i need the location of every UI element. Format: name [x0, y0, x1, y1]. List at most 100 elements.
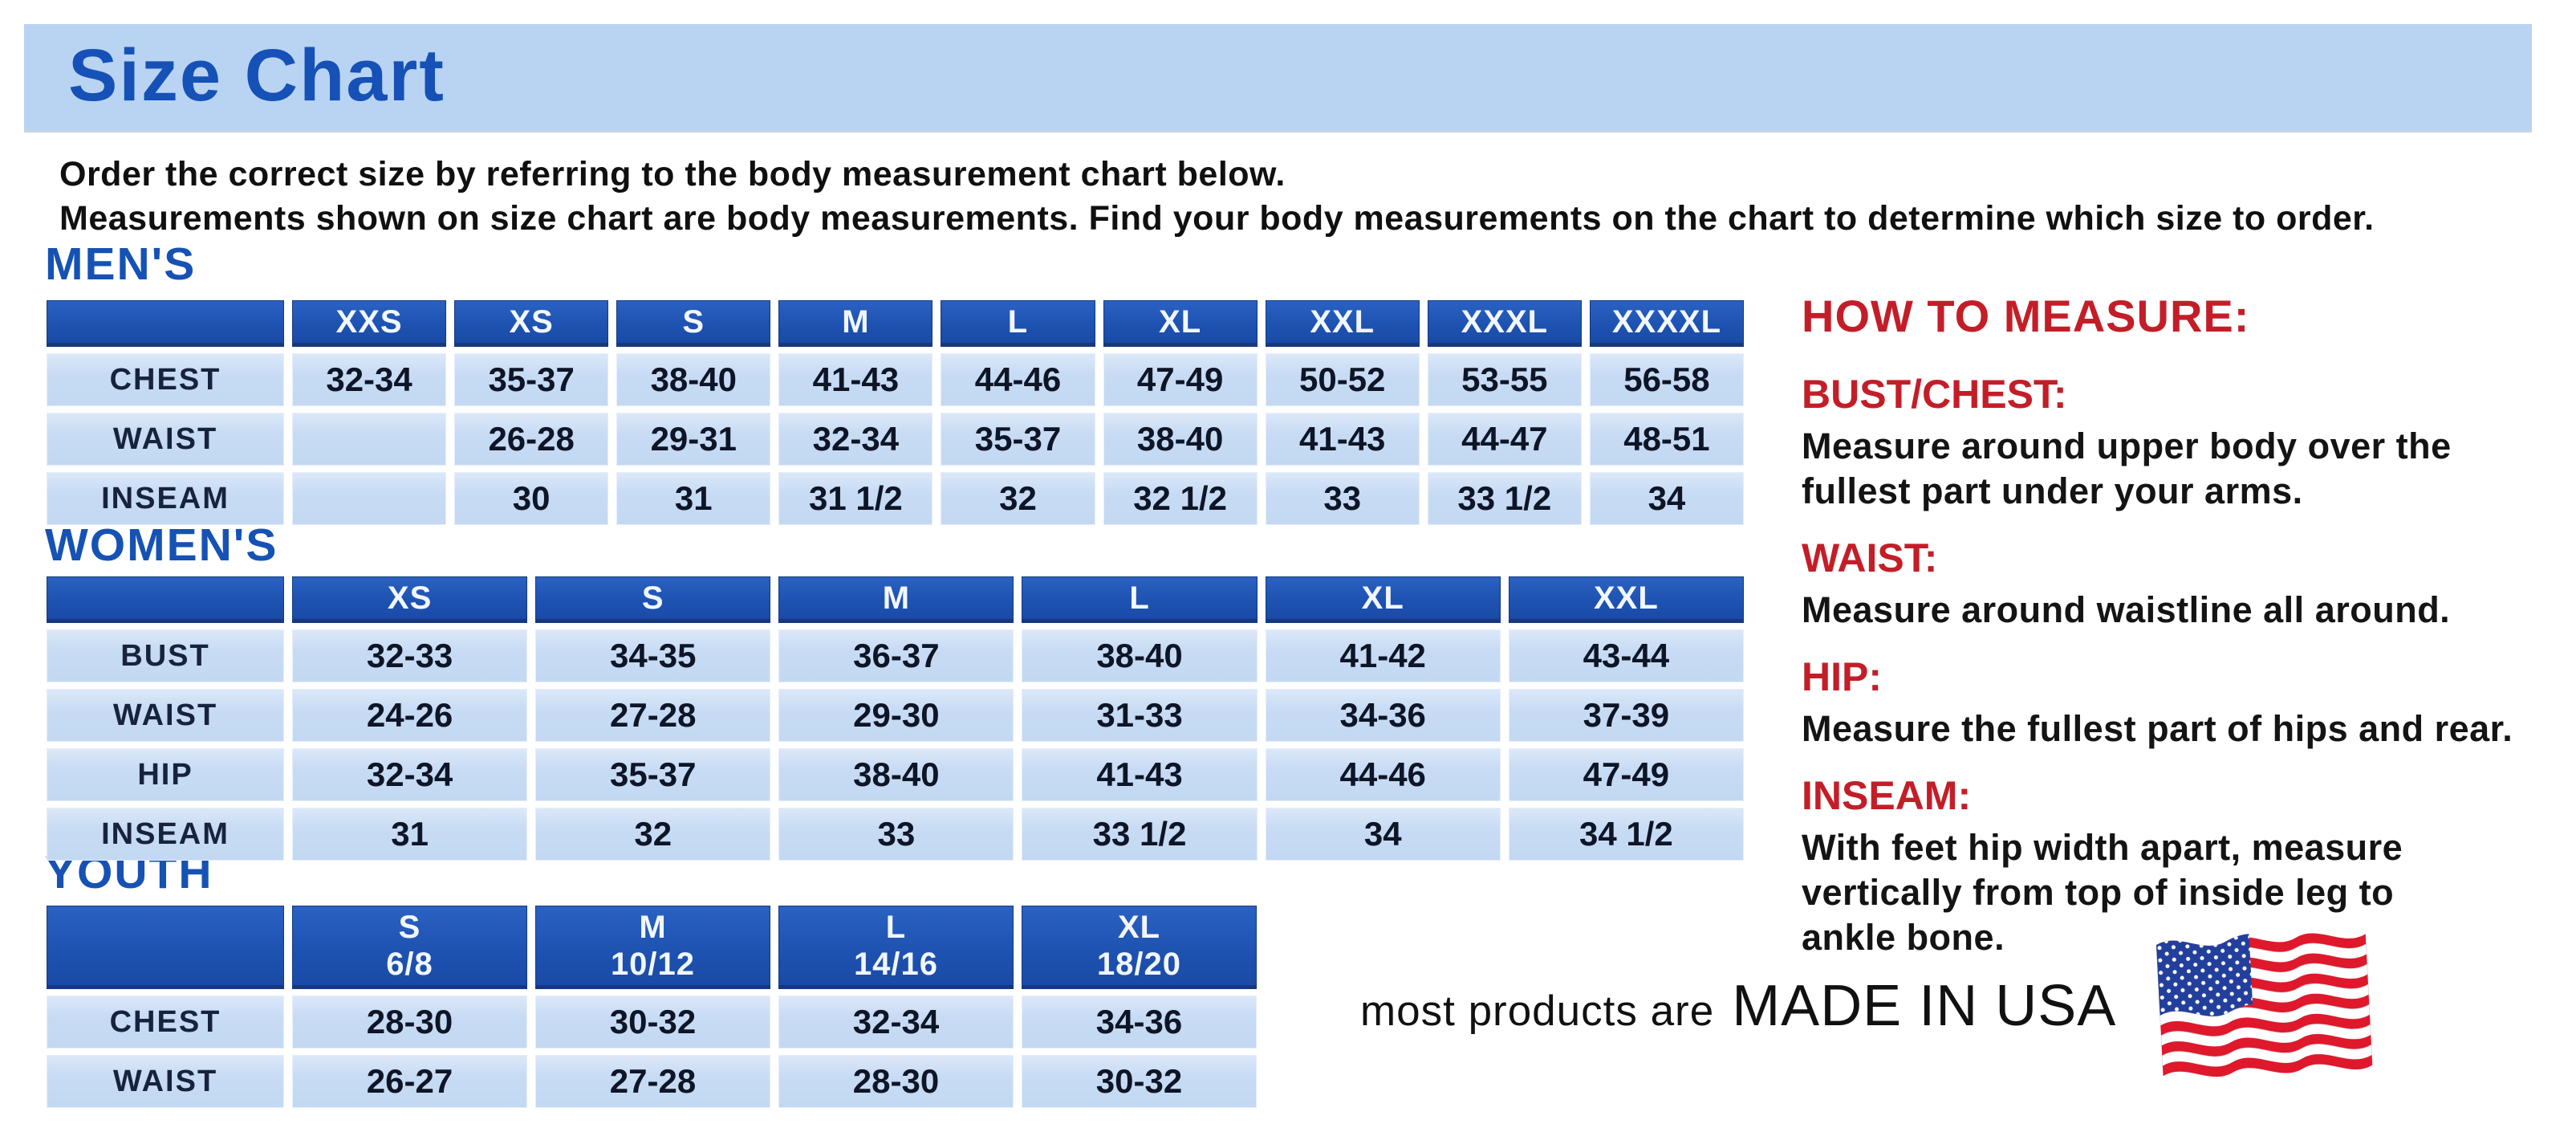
measure-text-hip: Measure the fullest part of hips and rea… — [1802, 708, 2513, 749]
mens-cell — [292, 472, 447, 525]
mens-cell: 26-28 — [454, 413, 609, 466]
womens-col-header-2: S — [535, 576, 771, 623]
youth-cell: 34-36 — [1022, 996, 1257, 1049]
womens-cell: 36-37 — [778, 629, 1014, 682]
youth-cell: 28-30 — [778, 1055, 1014, 1108]
mens-heading: MEN'S — [45, 238, 197, 290]
youth-cell: 27-28 — [535, 1055, 770, 1108]
mens-cell: 30 — [454, 472, 609, 525]
youth-cell: 30-32 — [535, 996, 770, 1049]
youth-col-header-2: M 10/12 — [535, 906, 770, 989]
mens-col-header-2: XS — [454, 300, 609, 347]
mens-cell: 44-47 — [1427, 413, 1582, 466]
intro-text: Order the correct size by referring to t… — [59, 153, 2375, 241]
mens-row-chest: CHEST 32-34 35-37 38-40 41-43 44-46 47-49 50-52… — [47, 353, 1744, 406]
womens-cell: 47-49 — [1508, 748, 1744, 801]
mens-col-header-4: M — [778, 300, 933, 347]
womens-cell: 34-35 — [535, 629, 771, 682]
youth-header-row: S 6/8 M 10/12 L 14/16 XL 18/20 — [47, 906, 1257, 989]
mens-row-inseam: INSEAM 30 31 31 1/2 32 32 1/2 33 33 1/2 34 — [47, 472, 1744, 525]
womens-cell: 27-28 — [535, 689, 771, 742]
womens-row-label: HIP — [47, 748, 284, 801]
womens-row-label: INSEAM — [47, 808, 284, 861]
youth-row-waist: WAIST 26-27 27-28 28-30 30-32 — [47, 1055, 1257, 1108]
womens-cell: 32 — [535, 808, 771, 861]
mens-cell: 41-43 — [778, 353, 933, 406]
womens-heading: WOMEN'S — [45, 519, 278, 571]
mens-row-waist: WAIST 26-28 29-31 32-34 35-37 38-40 41-43 44-47… — [47, 413, 1744, 466]
how-to-measure-heading: HOW TO MEASURE: — [1802, 291, 2250, 341]
mens-cell: 47-49 — [1103, 353, 1258, 406]
womens-cell: 35-37 — [535, 748, 771, 801]
womens-row-waist: WAIST 24-26 27-28 29-30 31-33 34-36 37-39 — [47, 689, 1744, 742]
womens-row-bust: BUST 32-33 34-35 36-37 38-40 41-42 43-44 — [47, 629, 1744, 682]
womens-cell: 38-40 — [778, 748, 1014, 801]
womens-cell: 33 1/2 — [1022, 808, 1258, 861]
mens-col-header-5: L — [941, 300, 1095, 347]
mens-row-label: CHEST — [47, 353, 284, 406]
youth-cell: 30-32 — [1022, 1055, 1257, 1108]
youth-cell: 28-30 — [292, 996, 527, 1049]
womens-cell: 44-46 — [1265, 748, 1501, 801]
made-in-usa-footer: most products are MADE IN USA — [1360, 923, 2380, 1088]
measure-text-bust-chest: Measure around upper body over the fulle… — [1802, 426, 2452, 511]
mens-size-table: XXS XS S M L XL XXL XXXL XXXXL CHEST 32-34 35-37 38-… — [39, 294, 1752, 531]
mens-cell: 33 — [1265, 472, 1420, 525]
womens-cell: 37-39 — [1508, 689, 1744, 742]
mens-cell: 48-51 — [1589, 413, 1744, 466]
measure-text-inseam: With feet hip width apart, measure verti… — [1802, 827, 2403, 958]
womens-cell: 34 1/2 — [1508, 808, 1744, 861]
womens-col-header-5: XL — [1265, 576, 1501, 623]
youth-size-table: S 6/8 M 10/12 L 14/16 XL 18/20 CHEST 28-30 30-… — [39, 899, 1265, 1114]
womens-cell: 29-30 — [778, 689, 1014, 742]
mens-header-row: XXS XS S M L XL XXL XXXL XXXXL — [47, 300, 1744, 347]
mens-cell: 32-34 — [292, 353, 447, 406]
mens-cell: 53-55 — [1427, 353, 1582, 406]
intro-line-2: Measurements shown on size chart are bod… — [59, 199, 2375, 238]
youth-col-header-1: S 6/8 — [292, 906, 527, 989]
mens-col-header-7: XXL — [1265, 300, 1420, 347]
mens-cell: 44-46 — [941, 353, 1095, 406]
womens-row-inseam: INSEAM 31 32 33 33 1/2 34 34 1/2 — [47, 808, 1744, 861]
mens-cell: 56-58 — [1589, 353, 1744, 406]
womens-cell: 31 — [292, 808, 528, 861]
mens-col-header-6: XL — [1103, 300, 1258, 347]
how-to-measure-panel: HOW TO MEASURE: BUST/CHEST: Measure arou… — [1802, 291, 2572, 960]
womens-cell: 41-42 — [1265, 629, 1501, 682]
mens-cell: 33 1/2 — [1427, 472, 1582, 525]
womens-row-label: WAIST — [47, 689, 284, 742]
mens-row-label: INSEAM — [47, 472, 284, 525]
measure-text-waist: Measure around waistline all around. — [1802, 589, 2451, 630]
mens-corner-cell — [47, 300, 284, 347]
youth-corner-cell — [47, 906, 284, 989]
mens-cell: 32 — [941, 472, 1095, 525]
mens-cell: 29-31 — [616, 413, 771, 466]
mens-cell — [292, 413, 447, 466]
womens-cell: 32-33 — [292, 629, 528, 682]
youth-col-header-3: L 14/16 — [778, 906, 1014, 989]
mens-row-label: WAIST — [47, 413, 284, 466]
mens-cell: 41-43 — [1265, 413, 1420, 466]
womens-col-header-6: XXL — [1508, 576, 1744, 623]
mens-cell: 35-37 — [941, 413, 1095, 466]
womens-cell: 43-44 — [1508, 629, 1744, 682]
mens-col-header-8: XXXL — [1427, 300, 1582, 347]
mens-cell: 50-52 — [1265, 353, 1420, 406]
mens-cell: 34 — [1589, 472, 1744, 525]
measure-label-inseam: INSEAM: — [1802, 773, 1972, 818]
mens-cell: 38-40 — [1103, 413, 1258, 466]
mens-cell: 35-37 — [454, 353, 609, 406]
womens-col-header-3: M — [778, 576, 1014, 623]
mens-col-header-3: S — [616, 300, 771, 347]
womens-cell: 33 — [778, 808, 1014, 861]
womens-size-table: XS S M L XL XXL BUST 32-33 34-35 36-37 38-40 41-42 4… — [39, 570, 1752, 867]
measure-label-waist: WAIST: — [1802, 535, 1938, 580]
womens-cell: 41-43 — [1022, 748, 1258, 801]
youth-cell: 26-27 — [292, 1055, 527, 1108]
mens-col-header-1: XXS — [292, 300, 447, 347]
youth-col-header-4: XL 18/20 — [1022, 906, 1257, 989]
womens-corner-cell — [47, 576, 284, 623]
page-title: Size Chart — [68, 35, 445, 116]
youth-row-label: CHEST — [47, 996, 284, 1049]
